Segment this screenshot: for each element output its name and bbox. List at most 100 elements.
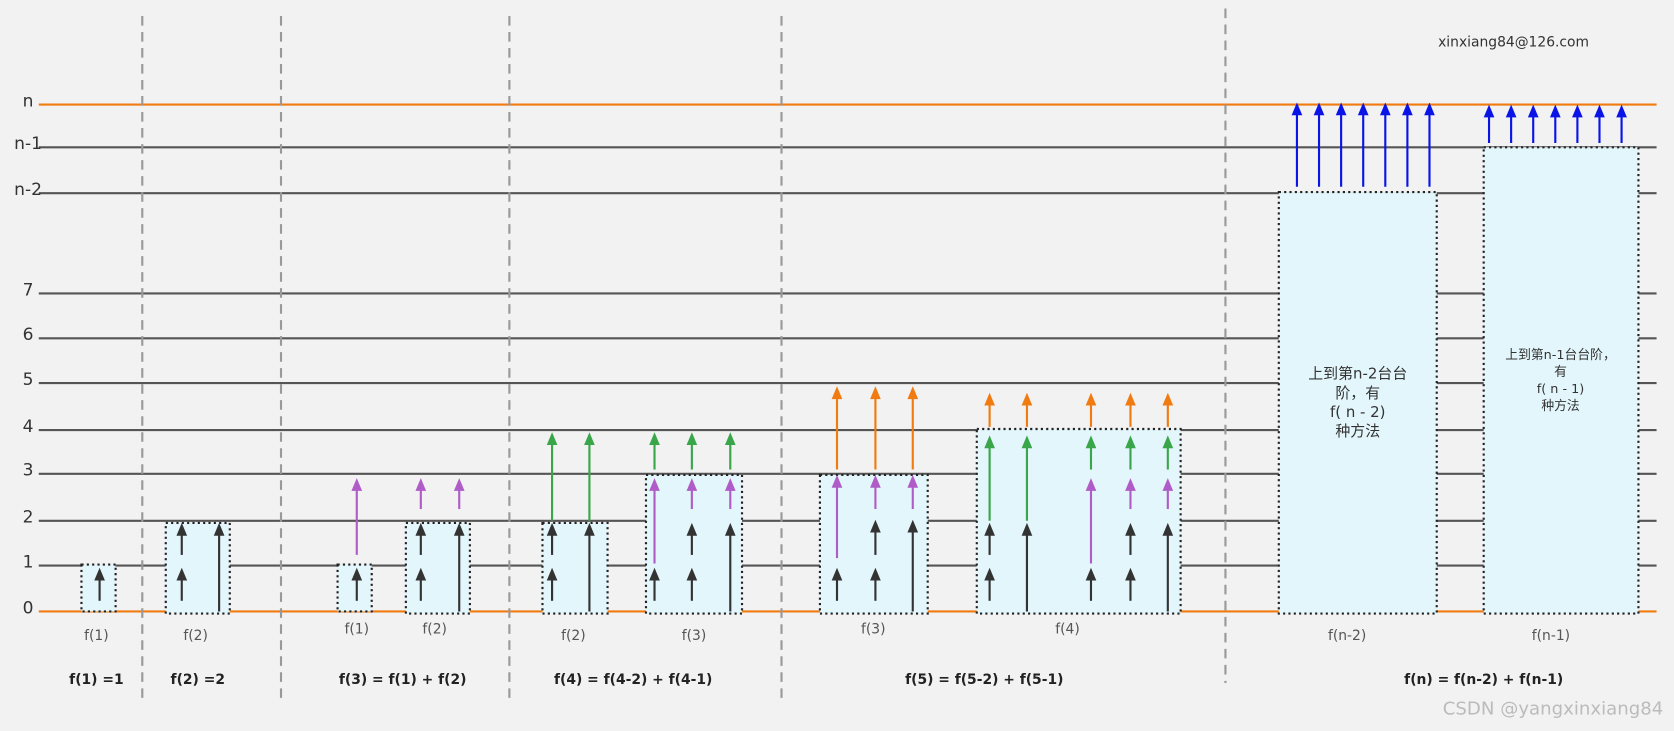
box-label: f(1) — [84, 628, 109, 644]
formula: f(4) = f(4-2) + f(4-1) — [554, 672, 712, 688]
box-label: f(3) — [682, 628, 707, 644]
arrow-head — [546, 522, 558, 536]
arrow-head — [870, 474, 881, 488]
arrow-head — [1125, 392, 1136, 406]
level-label: 5 — [23, 370, 34, 390]
arrow-head — [1162, 522, 1174, 536]
box-label: f(3) — [861, 622, 886, 638]
arrow-head — [1357, 102, 1369, 116]
box-label: f(n-1) — [1532, 628, 1570, 644]
arrow-head — [907, 519, 919, 533]
arrow-head — [1085, 478, 1097, 491]
arrow-head — [1505, 104, 1517, 118]
level-label: 2 — [23, 508, 34, 528]
arrow-head — [213, 522, 225, 536]
box-label: f(1) — [345, 622, 370, 638]
arrow-head — [1125, 478, 1136, 491]
level-label: n-2 — [14, 180, 42, 200]
arrow-head — [984, 392, 995, 406]
formula: f(5) = f(5-2) + f(5-1) — [905, 672, 1063, 688]
box-label: f(n-2) — [1328, 628, 1366, 644]
arrow-head — [1021, 435, 1033, 449]
note: f( n - 1) — [1537, 382, 1585, 397]
arrow-head — [984, 567, 995, 581]
box-label: f(2) — [561, 628, 586, 644]
box — [1277, 191, 1438, 615]
arrow-head — [1125, 435, 1136, 449]
level-label: n — [23, 91, 34, 111]
arrow-head — [94, 567, 105, 581]
arrow-head — [724, 432, 736, 446]
box — [336, 563, 373, 613]
arrow-head — [1162, 392, 1174, 406]
arrow-head — [649, 567, 660, 581]
labels: f(1) f(2) f(1) f(2) f(2) f(3) f(3) f(4) … — [69, 35, 1663, 720]
formula: f(2) =2 — [171, 672, 225, 688]
arrow-head — [870, 567, 881, 581]
arrow-head — [649, 432, 660, 446]
arrow-head — [1483, 104, 1495, 118]
arrow-head — [1549, 104, 1561, 118]
arrow-head — [176, 522, 188, 536]
arrow-head — [1616, 104, 1627, 118]
watermark: CSDN @yangxinxiang84 — [1443, 699, 1664, 720]
level-label: 6 — [23, 325, 34, 345]
box-label: f(2) — [183, 628, 208, 644]
arrow-head — [1021, 392, 1033, 406]
arrow-head — [1313, 102, 1325, 116]
level-label: 0 — [23, 598, 34, 618]
arrow-head — [351, 567, 363, 581]
arrow-head — [1291, 102, 1303, 116]
box-label: f(4) — [1055, 622, 1080, 638]
box — [1482, 146, 1640, 615]
arrow-head — [1162, 435, 1174, 449]
arrow-head — [1085, 435, 1097, 449]
arrow-head — [649, 478, 660, 491]
arrows — [94, 102, 1627, 612]
arrow-head — [415, 567, 427, 581]
arrow-head — [1125, 567, 1136, 581]
arrow-head — [415, 522, 427, 536]
box — [644, 473, 744, 615]
note: 种方法 — [1541, 398, 1580, 414]
note: 上到第n-2台台 — [1308, 365, 1407, 383]
separators — [141, 8, 1227, 699]
arrow-head — [453, 478, 465, 491]
level-label: n-1 — [14, 134, 42, 154]
box-label: f(2) — [422, 622, 447, 638]
note: 上到第n-1台台阶， — [1505, 348, 1615, 363]
formula: f(3) = f(1) + f(2) — [339, 672, 467, 688]
arrow-head — [1085, 392, 1097, 406]
arrow-head — [1085, 567, 1097, 581]
arrow-head — [1402, 102, 1413, 116]
level-label: 3 — [23, 461, 34, 481]
formula: f(n) = f(n-2) + f(n-1) — [1404, 672, 1563, 688]
note: f( n - 2) — [1330, 403, 1386, 421]
box — [541, 521, 609, 615]
boxes — [80, 146, 1640, 615]
arrow-head — [724, 478, 736, 491]
arrow-head — [1021, 522, 1033, 536]
arrow-head — [984, 522, 995, 536]
level-label: 4 — [23, 417, 34, 437]
level-label: 1 — [23, 552, 34, 572]
arrow-head — [1379, 102, 1391, 116]
arrow-head — [724, 522, 736, 536]
box — [975, 427, 1182, 615]
level-label: 7 — [23, 280, 34, 300]
note: 阶，有 — [1335, 384, 1380, 402]
note: 有 — [1554, 365, 1567, 380]
arrow-head — [686, 478, 698, 491]
email: xinxiang84@126.com — [1438, 35, 1589, 51]
arrow-head — [686, 567, 698, 581]
arrow-head — [907, 386, 919, 400]
arrow-head — [1125, 522, 1136, 536]
arrow-head — [1335, 102, 1347, 116]
arrow-head — [453, 522, 465, 536]
formula: f(1) =1 — [69, 672, 123, 688]
arrow-head — [1527, 104, 1539, 118]
arrow-head — [686, 522, 698, 536]
arrow-head — [546, 432, 558, 446]
arrow-head — [984, 435, 995, 449]
